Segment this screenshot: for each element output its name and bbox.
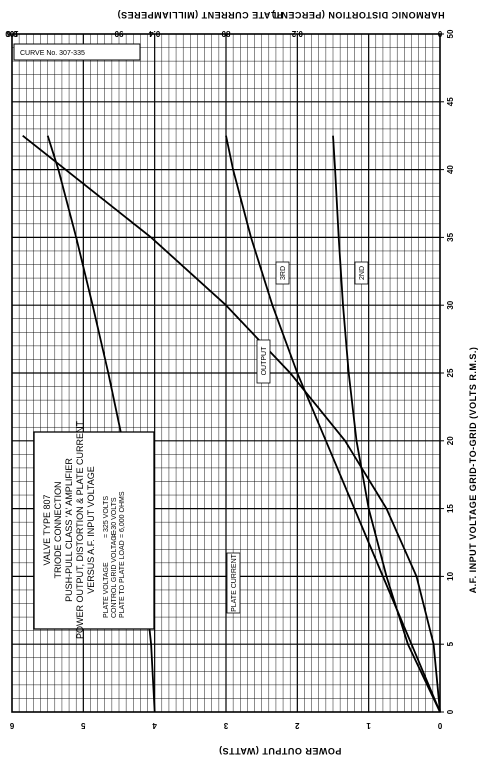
condition-value-1: = 325 VOLTS (103, 496, 110, 538)
current-tick-label: 90 (114, 29, 123, 38)
tick-labels: 05101520253035404550012345600.20.40.6100… (5, 29, 455, 730)
distortion-tick-label: 0 (437, 29, 442, 38)
legend-box: VALVE TYPE 807 TRIODE CONNECTION PUSH-PU… (33, 420, 155, 639)
curve-number: CURVE No. 307-335 (20, 50, 85, 57)
series-layer (22, 134, 441, 713)
x-tick-label: 30 (446, 300, 455, 309)
x-tick-label: 35 (446, 232, 455, 241)
power-tick-label: 4 (152, 721, 157, 730)
x-tick-label: 50 (446, 29, 455, 38)
series-line-2nd (332, 135, 441, 713)
power-tick-label: 3 (223, 721, 228, 730)
series-label-output-box: OUTPUT (256, 339, 271, 384)
series-label-3rd: 3RD (280, 266, 287, 280)
distortion-tick-label: 0.6 (6, 29, 18, 38)
current-tick-label: 80 (221, 29, 230, 38)
condition-label-3: PLATE TO PLATE LOAD (119, 540, 126, 618)
legend-title-1: VALVE TYPE 807 (42, 494, 52, 565)
legend-title-2: TRIODE CONNECTION (53, 481, 63, 578)
top-axis-label-current: PLATE CURRENT (MILLIAMPERES) (117, 10, 283, 20)
series-label-output: OUTPUT (261, 346, 268, 376)
legend-title-3: PUSH-PULL CLASS 'A' AMPLIFIER (64, 458, 74, 602)
x-tick-label: 0 (446, 709, 455, 714)
condition-value-2: = -30 VOLTS (111, 497, 118, 538)
x-tick-label: 40 (446, 165, 455, 174)
series-line-output (22, 134, 441, 713)
legend-title-5: VERSUS A.F. INPUT VOLTAGE (86, 466, 96, 594)
condition-value-3: = 6,000 OHMS (119, 491, 126, 538)
condition-label-2: CONTROL GRID VOLTAGE (111, 530, 118, 618)
x-tick-label: 45 (446, 97, 455, 106)
series-label-plate-current: PLATE CURRENT (231, 553, 238, 612)
power-tick-label: 0 (437, 721, 442, 730)
right-axis-label-input-voltage: A.F. INPUT VOLTAGE GRID-TO-GRID (VOLTS R… (468, 347, 478, 594)
x-tick-label: 15 (446, 504, 455, 513)
legend-title-4: POWER OUTPUT, DISTORTION & PLATE CURRENT (75, 420, 85, 639)
power-tick-label: 2 (295, 721, 300, 730)
series-label-plate-current-box: PLATE CURRENT (226, 552, 241, 614)
power-tick-label: 1 (366, 721, 371, 730)
series-label-2nd-box: 2ND (354, 261, 369, 285)
x-tick-label: 25 (446, 368, 455, 377)
x-tick-label: 5 (446, 641, 455, 646)
series-label-3rd-box: 3RD (275, 261, 290, 285)
distortion-tick-label: 0.2 (291, 29, 303, 38)
condition-label-1: PLATE VOLTAGE (103, 562, 110, 618)
series-label-2nd: 2ND (359, 266, 366, 280)
x-tick-label: 20 (446, 436, 455, 445)
power-tick-label: 6 (9, 721, 14, 730)
top-axis-label-distortion: HARMONIC DISTORTION (PERCENT) (271, 10, 444, 20)
curve-number-box: CURVE No. 307-335 (13, 43, 141, 61)
bottom-axis-label-power: POWER OUTPUT (WATTS) (219, 746, 342, 756)
current-tick-label: 100 (5, 29, 19, 38)
x-tick-label: 10 (446, 571, 455, 580)
distortion-tick-label: 0.4 (149, 29, 161, 38)
power-tick-label: 5 (81, 721, 86, 730)
